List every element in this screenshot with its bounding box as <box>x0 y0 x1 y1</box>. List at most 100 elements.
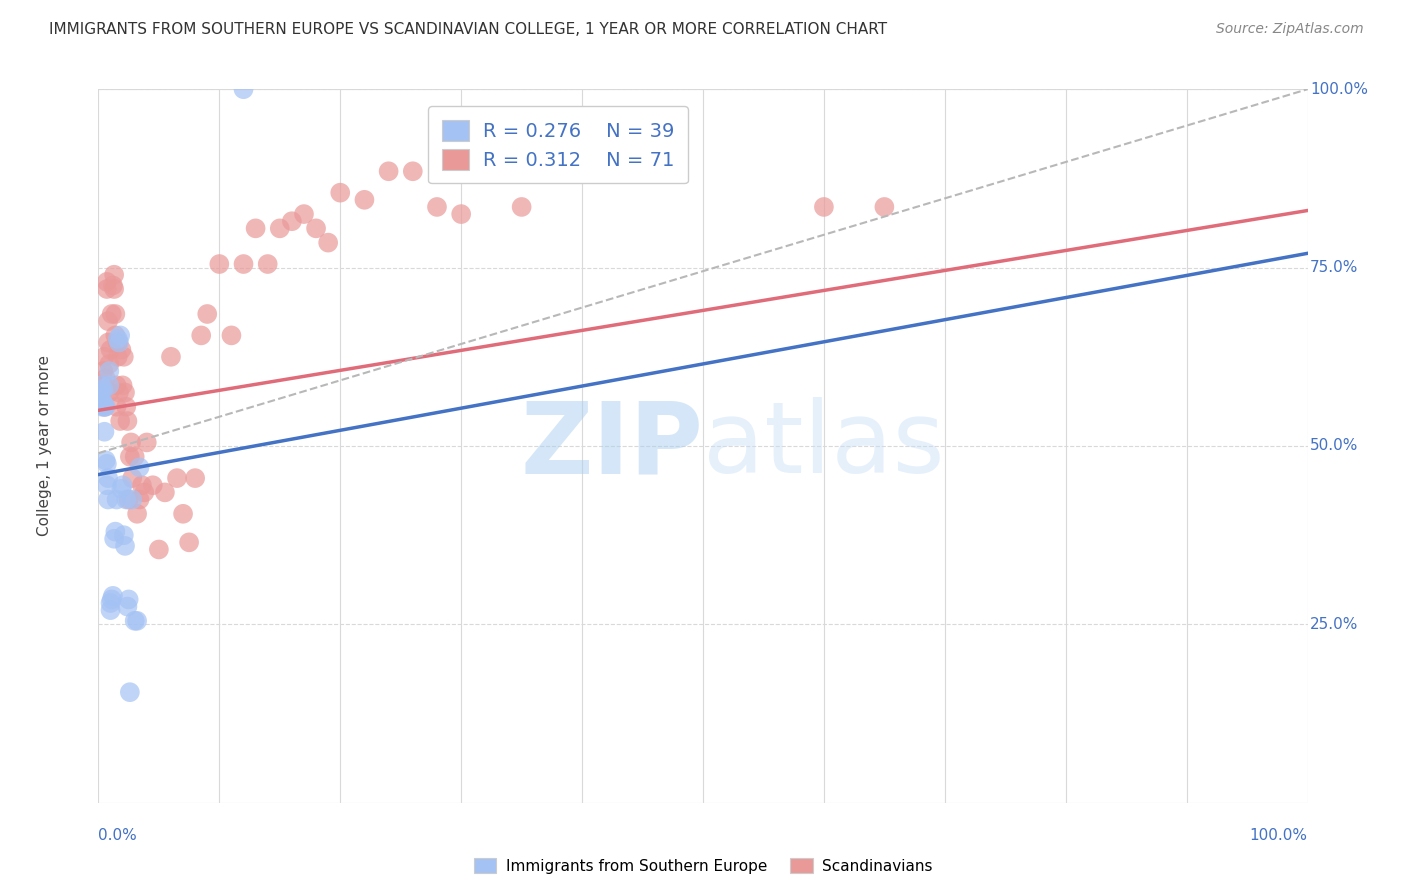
Legend: R = 0.276    N = 39, R = 0.312    N = 71: R = 0.276 N = 39, R = 0.312 N = 71 <box>429 106 688 184</box>
Point <box>108 328 131 343</box>
Point <box>117 414 139 428</box>
Point <box>100 596 122 610</box>
Point <box>190 328 212 343</box>
Point <box>269 221 291 235</box>
Point <box>160 350 183 364</box>
Point <box>97 471 120 485</box>
Point <box>110 343 132 357</box>
Point <box>184 471 207 485</box>
Point <box>153 485 176 500</box>
Point <box>91 378 114 392</box>
Point <box>179 535 201 549</box>
Point <box>105 400 128 414</box>
Point <box>101 589 124 603</box>
Point <box>100 592 122 607</box>
Point <box>118 685 141 699</box>
Point <box>104 328 127 343</box>
Text: Source: ZipAtlas.com: Source: ZipAtlas.com <box>1216 22 1364 37</box>
Point <box>111 478 134 492</box>
Point <box>166 471 188 485</box>
Point <box>91 385 114 400</box>
Point <box>128 492 150 507</box>
Point <box>134 485 156 500</box>
Point <box>93 350 115 364</box>
Point <box>90 392 112 407</box>
Point <box>103 532 125 546</box>
Point <box>115 400 138 414</box>
Point <box>97 492 120 507</box>
Point <box>208 257 231 271</box>
Text: College, 1 year or more: College, 1 year or more <box>37 356 52 536</box>
Text: 75.0%: 75.0% <box>1310 260 1358 275</box>
Point <box>98 364 121 378</box>
Point <box>114 539 136 553</box>
Point <box>104 307 127 321</box>
Point <box>124 614 146 628</box>
Point <box>97 335 120 350</box>
Point <box>91 396 114 410</box>
Point <box>105 492 128 507</box>
Point <box>450 207 472 221</box>
Point <box>107 350 129 364</box>
Point <box>221 328 243 343</box>
Point <box>100 307 122 321</box>
Point <box>103 268 125 282</box>
Point <box>108 335 131 350</box>
Point <box>110 482 132 496</box>
Point <box>94 400 117 414</box>
Text: 50.0%: 50.0% <box>1310 439 1358 453</box>
Point <box>353 193 375 207</box>
Point <box>115 492 138 507</box>
Point <box>91 382 114 396</box>
Point <box>93 425 115 439</box>
Point <box>117 599 139 614</box>
Point <box>118 592 141 607</box>
Point <box>813 200 835 214</box>
Point <box>96 275 118 289</box>
Point <box>316 235 339 250</box>
Point <box>93 400 115 414</box>
Point <box>873 200 896 214</box>
Point <box>108 385 131 400</box>
Legend: Immigrants from Southern Europe, Scandinavians: Immigrants from Southern Europe, Scandin… <box>467 852 939 880</box>
Point <box>91 385 114 400</box>
Point <box>510 200 533 214</box>
Point <box>402 164 425 178</box>
Point <box>120 435 142 450</box>
Point <box>245 221 267 235</box>
Point <box>105 378 128 392</box>
Point <box>107 335 129 350</box>
Point <box>91 364 114 378</box>
Text: 100.0%: 100.0% <box>1310 82 1368 96</box>
Text: 25.0%: 25.0% <box>1310 617 1358 632</box>
Point <box>93 400 115 414</box>
Text: IMMIGRANTS FROM SOUTHERN EUROPE VS SCANDINAVIAN COLLEGE, 1 YEAR OR MORE CORRELAT: IMMIGRANTS FROM SOUTHERN EUROPE VS SCAND… <box>49 22 887 37</box>
Point <box>98 378 121 392</box>
Point <box>94 371 117 385</box>
Point <box>91 400 114 414</box>
Point <box>98 385 121 400</box>
Point <box>121 471 143 485</box>
Point <box>108 414 131 428</box>
Point <box>118 450 141 464</box>
Point <box>232 82 254 96</box>
Point <box>148 542 170 557</box>
Point <box>94 453 117 467</box>
Point <box>305 221 328 235</box>
Point <box>281 214 304 228</box>
Point <box>131 478 153 492</box>
Point <box>142 478 165 492</box>
Point <box>135 435 157 450</box>
Point <box>256 257 278 271</box>
Point <box>112 528 135 542</box>
Point <box>127 507 149 521</box>
Point <box>90 378 112 392</box>
Point <box>100 343 122 357</box>
Point <box>292 207 315 221</box>
Point <box>96 282 118 296</box>
Point <box>97 314 120 328</box>
Point <box>426 200 449 214</box>
Point <box>96 478 118 492</box>
Point <box>96 457 118 471</box>
Point <box>127 614 149 628</box>
